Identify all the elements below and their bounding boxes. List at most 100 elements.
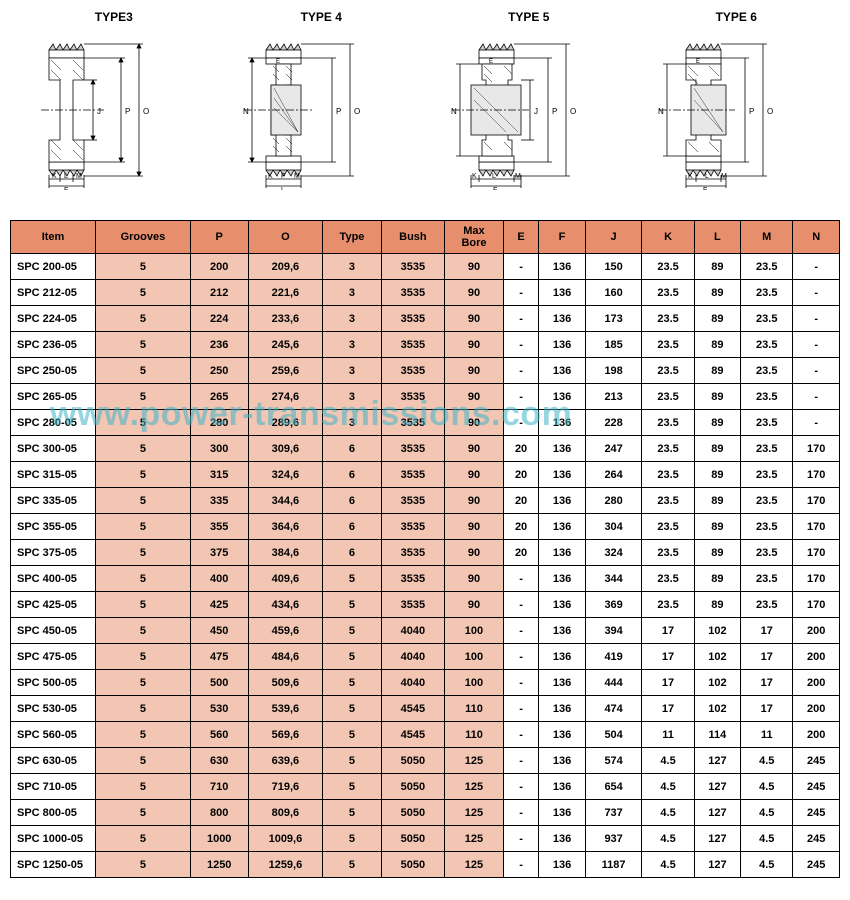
table-cell: 136 [539, 722, 586, 748]
table-cell: 4.5 [741, 748, 793, 774]
table-cell: 394 [585, 618, 642, 644]
table-cell: 4040 [381, 644, 444, 670]
table-cell: 17 [741, 618, 793, 644]
diagram-type3: TYPE3 J P O [29, 10, 199, 205]
table-cell: 1009,6 [248, 826, 323, 852]
table-row: SPC 212-055212221,63353590-13616023.5892… [11, 280, 840, 306]
table-cell: 136 [539, 826, 586, 852]
table-cell: 1250 [190, 852, 248, 878]
table-cell: 4040 [381, 670, 444, 696]
table-cell: 3535 [381, 410, 444, 436]
table-cell: 719,6 [248, 774, 323, 800]
table-row: SPC 475-055475484,654040100-136419171021… [11, 644, 840, 670]
table-row: SPC 1000-05510001009,655050125-1369374.5… [11, 826, 840, 852]
table-row: SPC 315-055315324,663535902013626423.589… [11, 462, 840, 488]
table-row: SPC 375-055375384,663535902013632423.589… [11, 540, 840, 566]
table-cell: 136 [539, 514, 586, 540]
pulley-diagram-icon: E N J P O [444, 30, 614, 190]
table-cell: 136 [539, 280, 586, 306]
table-cell: 136 [539, 800, 586, 826]
table-cell: 127 [694, 800, 741, 826]
table-row: SPC 355-055355364,663535902013630423.589… [11, 514, 840, 540]
table-cell: 5 [96, 514, 191, 540]
table-cell: 3535 [381, 592, 444, 618]
table-cell: 23.5 [741, 488, 793, 514]
table-cell: - [503, 826, 538, 852]
table-cell: 23.5 [741, 566, 793, 592]
table-cell: 280 [190, 410, 248, 436]
svg-text:M: M [515, 173, 521, 180]
table-cell: 11 [741, 722, 793, 748]
table-cell: 90 [445, 410, 504, 436]
table-cell: 136 [539, 436, 586, 462]
table-cell: SPC 250-05 [11, 358, 96, 384]
table-cell: 90 [445, 384, 504, 410]
table-cell: 20 [503, 514, 538, 540]
svg-text:M: M [76, 173, 82, 180]
table-cell: 233,6 [248, 306, 323, 332]
table-cell: 639,6 [248, 748, 323, 774]
table-cell: 23.5 [741, 358, 793, 384]
table-cell: 23.5 [642, 462, 694, 488]
diagram-type4: TYPE 4 E N P [236, 10, 406, 205]
table-cell: 5 [96, 722, 191, 748]
table-cell: 530 [190, 696, 248, 722]
table-cell: 5 [323, 618, 381, 644]
table-cell: 125 [445, 852, 504, 878]
table-cell: 245 [793, 826, 840, 852]
table-cell: 20 [503, 540, 538, 566]
table-cell: 209,6 [248, 254, 323, 280]
table-cell: 324,6 [248, 462, 323, 488]
table-cell: 173 [585, 306, 642, 332]
diagram-type5: TYPE 5 E N J [444, 10, 614, 205]
col-header: O [248, 221, 323, 254]
table-cell: 90 [445, 488, 504, 514]
table-cell: - [503, 670, 538, 696]
table-cell: 264 [585, 462, 642, 488]
table-cell: SPC 355-05 [11, 514, 96, 540]
table-cell: 23.5 [642, 566, 694, 592]
type-label-5: TYPE 5 [508, 10, 549, 24]
table-cell: 17 [741, 644, 793, 670]
table-cell: SPC 212-05 [11, 280, 96, 306]
table-cell: 3535 [381, 254, 444, 280]
svg-text:J: J [534, 107, 538, 116]
table-cell: 125 [445, 826, 504, 852]
pulley-diagram-icon: E N P O [236, 30, 406, 190]
table-cell: 5 [323, 774, 381, 800]
table-cell: 6 [323, 488, 381, 514]
table-cell: 102 [694, 618, 741, 644]
table-cell: 5050 [381, 774, 444, 800]
table-row: SPC 300-055300309,663535902013624723.589… [11, 436, 840, 462]
table-row: SPC 530-055530539,654545110-136474171021… [11, 696, 840, 722]
table-cell: 560 [190, 722, 248, 748]
table-cell: 4.5 [741, 800, 793, 826]
table-row: SPC 425-055425434,65353590-13636923.5892… [11, 592, 840, 618]
table-cell: 198 [585, 358, 642, 384]
table-cell: 5 [96, 826, 191, 852]
table-cell: 5 [96, 696, 191, 722]
table-cell: 4.5 [642, 800, 694, 826]
col-header: N [793, 221, 840, 254]
table-cell: 539,6 [248, 696, 323, 722]
table-cell: 574 [585, 748, 642, 774]
table-cell: 90 [445, 566, 504, 592]
table-cell: SPC 400-05 [11, 566, 96, 592]
table-cell: - [503, 280, 538, 306]
table-row: SPC 450-055450459,654040100-136394171021… [11, 618, 840, 644]
table-cell: 136 [539, 358, 586, 384]
table-cell: 23.5 [642, 592, 694, 618]
table-cell: 419 [585, 644, 642, 670]
table-cell: 90 [445, 436, 504, 462]
col-header: F [539, 221, 586, 254]
table-cell: 630 [190, 748, 248, 774]
table-cell: 245 [793, 748, 840, 774]
table-row: SPC 200-055200209,63353590-13615023.5892… [11, 254, 840, 280]
table-cell: 5 [96, 592, 191, 618]
table-cell: 90 [445, 332, 504, 358]
table-cell: 136 [539, 748, 586, 774]
table-cell: 509,6 [248, 670, 323, 696]
table-cell: 200 [793, 696, 840, 722]
table-cell: 504 [585, 722, 642, 748]
col-header: E [503, 221, 538, 254]
